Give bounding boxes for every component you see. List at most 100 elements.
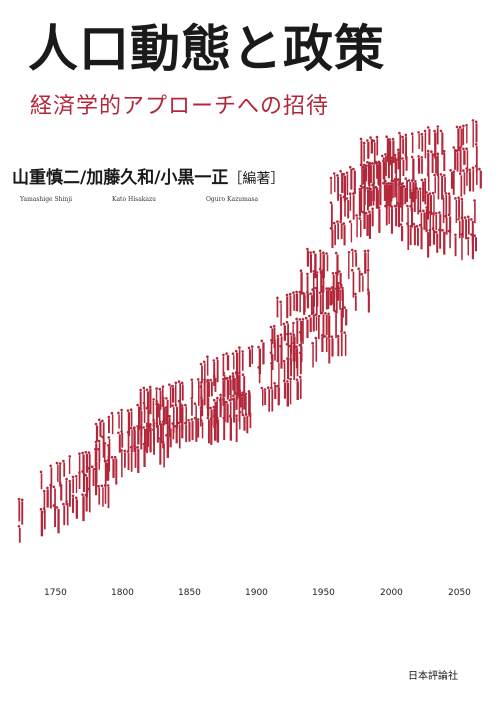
person-figure — [363, 144, 365, 162]
person-figure — [350, 168, 353, 190]
person-head — [428, 192, 432, 195]
person-head — [394, 158, 398, 161]
person-head — [282, 322, 286, 326]
person-figure — [166, 436, 169, 458]
person-head — [279, 300, 282, 304]
person-figure — [385, 155, 387, 176]
person-head — [347, 251, 351, 254]
person-head — [306, 272, 309, 276]
person-head — [58, 462, 62, 465]
person-head — [420, 156, 424, 159]
person-figure — [162, 388, 164, 406]
person-head — [348, 192, 352, 195]
person-figure — [210, 381, 213, 397]
person-head — [352, 167, 355, 171]
person-figure — [179, 402, 182, 423]
person-figure — [88, 454, 91, 478]
person-figure — [95, 425, 99, 442]
person-figure — [337, 176, 339, 201]
person-head — [42, 489, 46, 493]
person-figure — [371, 210, 374, 227]
person-head — [90, 465, 94, 469]
person-figure — [95, 462, 98, 484]
person-figure — [147, 409, 150, 433]
person-head — [375, 161, 379, 165]
person-figure — [367, 252, 369, 272]
person-figure — [138, 406, 141, 430]
person-head — [199, 406, 203, 410]
person-head — [318, 291, 322, 295]
person-figure — [176, 406, 179, 429]
person-figure — [216, 419, 220, 443]
person-figure — [88, 469, 91, 493]
person-figure — [379, 184, 382, 206]
person-head — [398, 157, 401, 160]
person-figure — [409, 227, 412, 246]
person-head — [228, 376, 232, 380]
person-figure — [290, 360, 292, 377]
person-head — [339, 220, 342, 224]
person-figure — [82, 496, 85, 522]
person-head — [152, 428, 155, 431]
person-head — [343, 331, 346, 334]
person-figure — [295, 293, 299, 312]
person-head — [466, 215, 470, 219]
person-figure — [226, 380, 229, 400]
person-head — [78, 452, 81, 456]
person-figure — [57, 509, 60, 534]
person-head — [55, 461, 59, 465]
person-head — [158, 387, 162, 391]
person-figure — [449, 232, 451, 249]
person-head — [336, 220, 339, 223]
person-head — [410, 132, 414, 135]
person-figure — [434, 176, 436, 194]
person-figure — [429, 213, 431, 234]
person-figure — [222, 356, 225, 377]
person-head — [315, 287, 319, 291]
person-figure — [302, 320, 304, 344]
person-head — [234, 371, 238, 374]
person-head — [359, 184, 363, 188]
person-head — [126, 450, 130, 453]
person-head — [270, 386, 273, 390]
person-figure — [147, 425, 149, 447]
person-head — [187, 419, 190, 422]
person-figure — [385, 207, 388, 226]
person-head — [52, 504, 56, 507]
person-head — [334, 287, 338, 291]
person-figure — [271, 354, 274, 370]
person-figure — [283, 362, 286, 382]
person-head — [385, 135, 388, 138]
person-head — [378, 181, 382, 184]
person-figure — [456, 152, 459, 172]
person-figure — [226, 355, 230, 371]
person-head — [101, 419, 104, 423]
person-head — [396, 178, 400, 181]
person-head — [269, 351, 273, 355]
person-head — [460, 233, 464, 236]
person-figure — [420, 212, 423, 235]
person-figure — [229, 378, 231, 395]
person-head — [391, 137, 395, 141]
person-head — [414, 180, 417, 183]
person-head — [206, 416, 210, 420]
person-figure — [290, 347, 292, 365]
person-head — [358, 217, 362, 220]
person-figure — [427, 152, 430, 177]
person-figure — [155, 405, 158, 428]
person-figure — [461, 235, 463, 261]
person-head — [55, 506, 59, 509]
person-figure — [226, 403, 229, 423]
person-figure — [50, 467, 53, 487]
person-figure — [462, 127, 465, 146]
person-head — [418, 187, 422, 191]
person-head — [285, 343, 289, 346]
person-head — [87, 487, 91, 491]
person-head — [433, 129, 436, 133]
person-head — [180, 404, 184, 407]
person-head — [434, 212, 438, 215]
person-figure — [429, 195, 432, 216]
person-head — [62, 459, 65, 463]
person-head — [84, 493, 88, 497]
person-figure — [397, 204, 400, 228]
